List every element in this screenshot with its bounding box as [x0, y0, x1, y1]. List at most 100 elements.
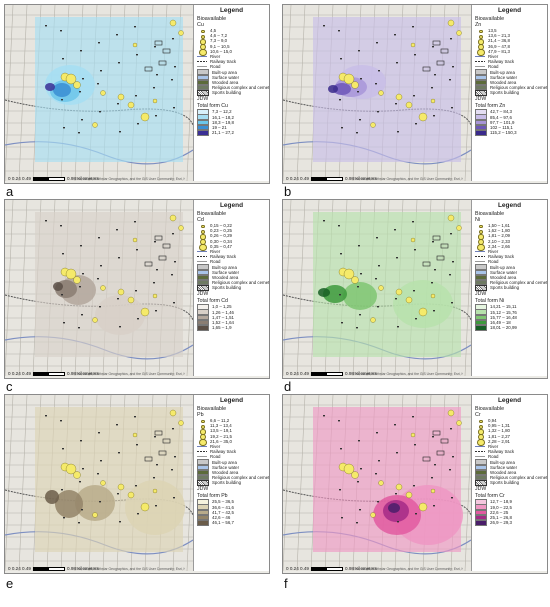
legend-class-label: 13,5: [488, 28, 497, 33]
circle-symbol-icon: [475, 48, 485, 56]
legend-total-class: 1,65 – 1,9: [197, 325, 266, 331]
sample-point: [100, 90, 106, 96]
concentration-zone: [75, 485, 115, 521]
sports-building-hatch-icon: [475, 285, 487, 291]
legend-jdw: JDW: [475, 486, 487, 493]
legend-base-item: Surface water: [197, 464, 266, 471]
legend-class-label: 2,10 – 2,33: [488, 238, 510, 244]
sample-points: [338, 19, 462, 128]
legend-item-label: Road: [488, 454, 499, 460]
sample-point: [395, 93, 403, 101]
legend-class-label: 41,7 – 42,5: [212, 509, 234, 515]
sample-point: [456, 420, 462, 426]
legend-item-label: Surface water: [490, 464, 518, 470]
religious-complex-swatch: [197, 84, 209, 91]
legend-base-item: Wooded area: [475, 469, 544, 476]
surface-water-swatch: [475, 269, 487, 276]
legend-base-item: Wooded area: [475, 274, 544, 281]
concentration-zone: [53, 282, 63, 291]
legend-total-title: Total form Ni: [475, 298, 505, 305]
sample-point: [152, 488, 158, 494]
concentration-zone: [53, 83, 71, 97]
road-line-icon: [475, 456, 485, 458]
built-up-area-swatch: [197, 264, 209, 270]
river-line-icon: [197, 446, 207, 448]
sample-point: [405, 491, 413, 499]
color-swatch: [475, 309, 487, 315]
legend-base-item: Railway track: [197, 254, 266, 259]
legend-item-label: Wooded area: [490, 274, 517, 280]
map-panel-b: 0 0.24 0.49 0.98 Kilometers Esri, Maxar, E…: [282, 4, 548, 184]
sample-point: [395, 288, 403, 296]
legend-item-label: Road: [488, 64, 499, 70]
color-swatch: [475, 130, 487, 136]
sample-point: [73, 471, 81, 479]
scale-label: 0 0.24 0.49: [8, 371, 31, 376]
sports-building: [162, 243, 171, 249]
legend-jdw: JDW: [197, 96, 209, 103]
map-canvas: [5, 5, 193, 181]
built-up-blocks: [323, 220, 454, 329]
sample-point: [169, 409, 177, 417]
legend-class-label: 0,94: [488, 418, 497, 423]
legend-item-label: Road: [210, 259, 221, 265]
legend-item-label: Road: [488, 259, 499, 265]
panel-label-e: e: [6, 576, 14, 591]
sports-building: [432, 235, 441, 241]
legend-total-class: 22,6 – 25: [475, 509, 544, 516]
sample-point: [92, 317, 98, 323]
legend-total-class: 1,52 – 1,64: [197, 319, 266, 326]
legend-item-label: Wooded area: [212, 274, 239, 280]
legend-class-label: 46,1 – 56,7: [212, 520, 234, 526]
scale-label: 0 0.24 0.49: [286, 176, 309, 181]
panel-label-a: a: [6, 184, 14, 199]
concentration-zones: [313, 212, 461, 357]
legend-base-item: Sports building: [197, 480, 266, 486]
legend-class-label: 16,49 – 18: [490, 320, 511, 325]
legend-class-label: 4,5: [210, 28, 217, 33]
concentration-zone: [393, 280, 453, 328]
railway-track-icon: [197, 256, 207, 258]
color-swatch: [475, 509, 487, 516]
legend-item-label: Wooded area: [490, 469, 517, 475]
sample-point: [169, 19, 177, 27]
legend-base-item: Built-up area: [475, 69, 544, 75]
legend-total-class: 46,1 – 56,7: [197, 520, 266, 526]
legend-class-label: 22,6 – 25: [490, 509, 509, 515]
sample-point: [370, 122, 376, 128]
legend-base-item: Religious complex and cemetery: [197, 474, 269, 481]
sports-building: [432, 40, 441, 46]
legend-item-label: Road: [210, 454, 221, 460]
legend-total-class: 97,7 – 101,9: [475, 119, 544, 126]
scale-unit: 0.98 Kilometers: [67, 176, 99, 181]
sample-point: [410, 42, 416, 48]
sample-point: [140, 307, 150, 317]
legend-total-class: 14,21 – 15,11: [475, 304, 544, 310]
sports-building: [154, 40, 163, 46]
legend-total-class: 7,3 – 12,2: [197, 109, 266, 115]
sports-building: [162, 48, 171, 54]
circle-symbol-icon: [475, 234, 485, 240]
legend-class-label: 97,7 – 101,9: [490, 119, 515, 125]
sample-point: [132, 42, 138, 48]
legend-item-label: Religious complex and cemetery: [490, 85, 548, 91]
legend-class-label: 15,12 – 15,76: [490, 309, 517, 315]
sample-point: [351, 81, 359, 89]
legend-jdw: JDW: [197, 486, 209, 493]
wooded-area-swatch: [197, 79, 209, 86]
legend-item-label: Railway track: [210, 449, 237, 455]
legend-total-class: 26,9 – 29,3: [475, 520, 544, 526]
legend-base-item: River: [475, 444, 544, 449]
legend-bio-class: 10,6 – 15,0: [197, 48, 266, 56]
religious-complex-swatch: [197, 474, 209, 481]
wooded-area-swatch: [197, 469, 209, 476]
legend-total-title: Total form Zn: [475, 103, 506, 110]
circle-symbol-icon: [475, 438, 485, 446]
legend-base-item: Road: [197, 64, 266, 69]
sports-building: [144, 261, 153, 267]
legend-item-label: River: [488, 248, 499, 254]
legend-item-label: River: [210, 53, 221, 59]
sports-building: [158, 450, 167, 456]
legend-base-item: Built-up area: [475, 459, 544, 465]
color-swatch: [197, 119, 209, 126]
